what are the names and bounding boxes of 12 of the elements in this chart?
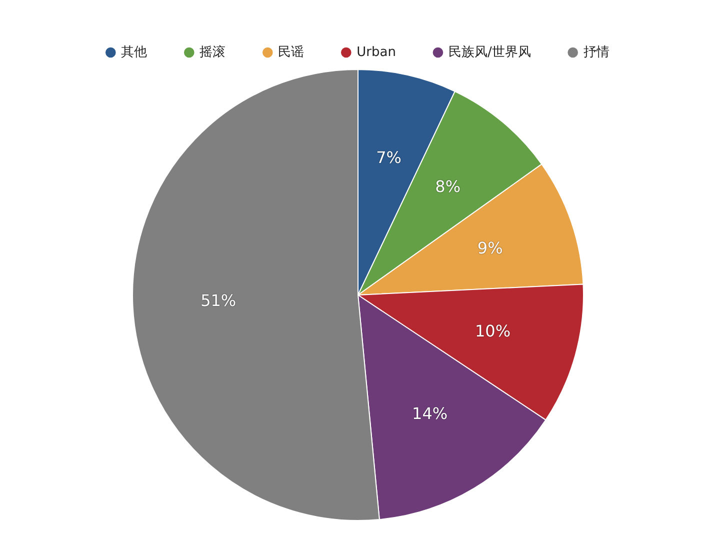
- legend-label: 其他: [121, 44, 148, 60]
- data-label: 51%: [200, 290, 236, 310]
- legend-label: 民族风/世界风: [448, 44, 531, 60]
- data-label: 9%: [477, 238, 503, 258]
- data-label: 14%: [412, 404, 448, 424]
- data-label: 8%: [435, 177, 461, 196]
- legend-label: 摇滚: [200, 44, 226, 60]
- legend-label: 抒情: [583, 44, 610, 60]
- legend-label: Urban: [356, 44, 396, 60]
- legend-label: 民谣: [278, 44, 304, 60]
- data-label: 7%: [376, 148, 402, 167]
- data-label: 10%: [474, 321, 511, 340]
